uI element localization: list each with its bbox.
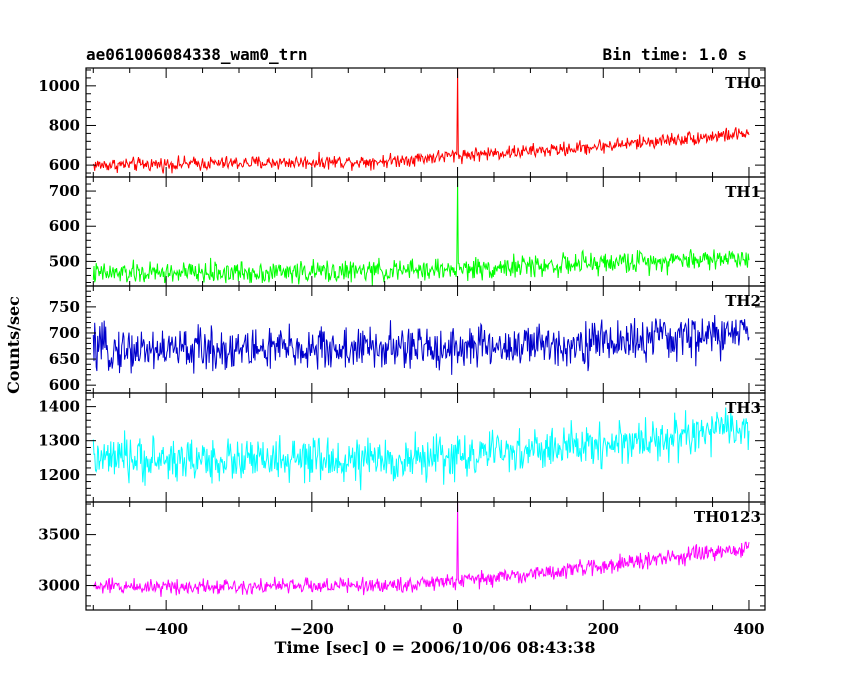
y-tick-label: 3500 xyxy=(38,526,80,544)
series-line-th0123 xyxy=(92,501,750,597)
y-tick-label: 3000 xyxy=(38,577,80,595)
y-axis-label: Counts/sec xyxy=(4,296,23,394)
y-tick-label: 600 xyxy=(49,156,80,174)
y-tick-label: 1400 xyxy=(38,398,80,416)
x-tick-label: −400 xyxy=(144,620,188,638)
y-tick-label: 500 xyxy=(49,252,80,270)
series-label-th1: TH1 xyxy=(725,183,761,201)
y-tick-label: 1200 xyxy=(38,466,80,484)
y-tick-label: 650 xyxy=(49,350,80,368)
y-tick-label: 600 xyxy=(49,217,80,235)
x-tick-label: 200 xyxy=(588,620,619,638)
series-label-th3: TH3 xyxy=(725,399,761,417)
y-tick-label: 1300 xyxy=(38,432,80,450)
x-tick-label: −200 xyxy=(290,620,334,638)
x-tick-label: 400 xyxy=(733,620,764,638)
y-tick-label: 750 xyxy=(49,298,80,316)
series-label-th0123: TH0123 xyxy=(694,508,761,526)
series-label-th2: TH2 xyxy=(725,292,761,310)
x-axis-label: Time [sec] 0 = 2006/10/06 08:43:38 xyxy=(274,638,596,657)
y-tick-label: 700 xyxy=(49,324,80,342)
y-tick-label: 1000 xyxy=(38,77,80,95)
panel-frame-th2 xyxy=(85,285,766,394)
y-tick-label: 700 xyxy=(49,182,80,200)
series-line-th1 xyxy=(92,176,750,286)
series-line-th3 xyxy=(92,407,750,491)
bin-time-label: Bin time: 1.0 s xyxy=(602,45,748,64)
series-line-th0 xyxy=(92,67,750,174)
y-tick-label: 800 xyxy=(49,116,80,134)
series-line-th2 xyxy=(92,314,750,375)
panel-frame-th0 xyxy=(85,67,766,178)
series-label-th0: TH0 xyxy=(725,74,761,92)
chart-title: ae061006084338_wam0_trn xyxy=(86,45,308,64)
x-tick-label: 0 xyxy=(452,620,462,638)
panel-frame-th0123 xyxy=(85,501,766,611)
y-tick-label: 600 xyxy=(49,376,80,394)
